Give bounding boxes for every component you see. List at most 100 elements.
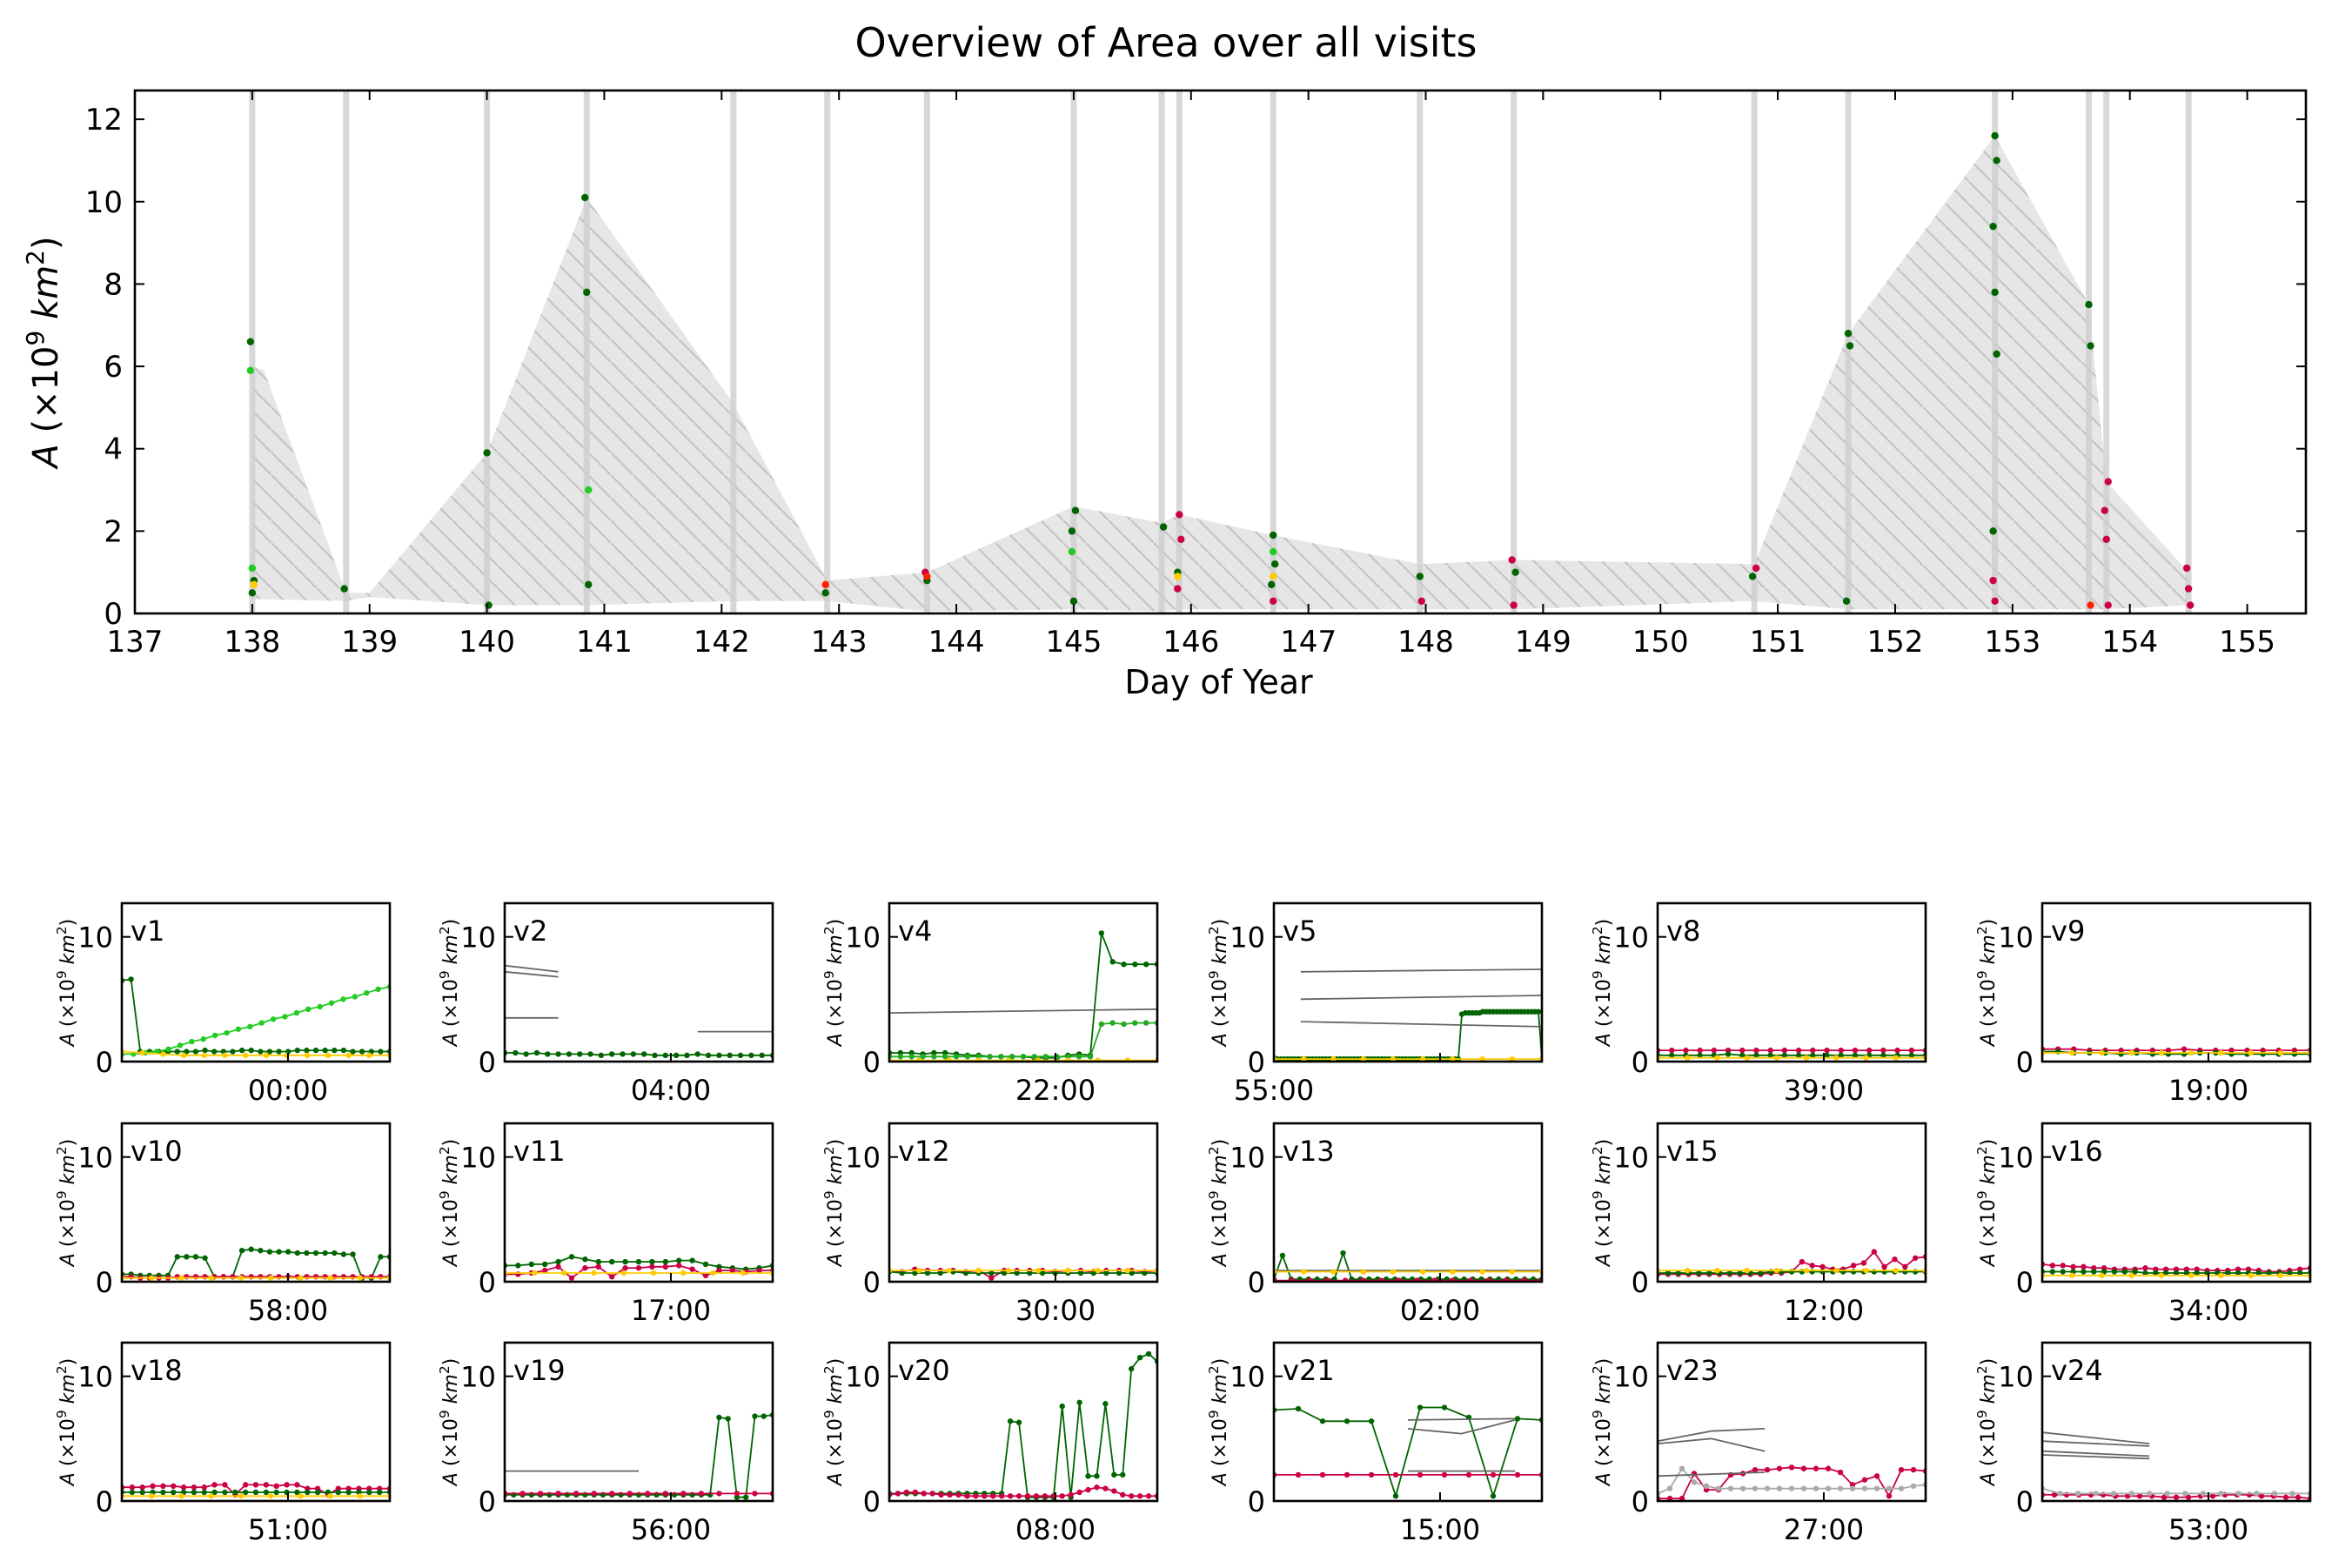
panel-v16-point-1-12 xyxy=(2162,1270,2169,1277)
panel-plot-v11 xyxy=(505,1254,773,1281)
panel-v19-point-1-1 xyxy=(519,1491,526,1497)
y-tick-label-12: 12 xyxy=(85,103,123,137)
panel-v2-point-0-9 xyxy=(598,1052,605,1059)
panel-v2-point-0-20 xyxy=(716,1052,722,1059)
panel-v8-point-1-6 xyxy=(1739,1052,1746,1059)
panel-v20-point-1-7 xyxy=(947,1491,953,1498)
panel-v20-x-tick-label: 08:00 xyxy=(1015,1513,1096,1546)
panel-v20-y-axis-label: A (×109 km2) xyxy=(821,1358,847,1487)
panel-v11-point-1-3 xyxy=(542,1267,548,1274)
panel-frame-v11 xyxy=(503,1122,774,1283)
panel-v23-point-1-17 xyxy=(1861,1485,1868,1491)
panel-plot-v1 xyxy=(122,976,390,1059)
panel-label-v21: v21 xyxy=(1283,1354,1335,1387)
panel-v4-point-1-20 xyxy=(1109,1020,1116,1026)
panel-v24-segment-2-3 xyxy=(2042,1454,2150,1460)
panel-v20-point-1-24 xyxy=(1094,1484,1100,1491)
panel-v4-y-tick-label-0: 0 xyxy=(863,1046,881,1079)
panel-v1-point-1-11 xyxy=(247,1023,253,1030)
panel-v16-point-1-9 xyxy=(2132,1269,2138,1275)
panel-v23-point-0-18 xyxy=(1873,1473,1880,1479)
panel-label-v12: v12 xyxy=(898,1135,950,1168)
panel-v12-y-tick-label-0: 0 xyxy=(863,1266,881,1299)
panel-v8-point-1-1 xyxy=(1669,1052,1675,1059)
panel-v10-y-tick-label-10: 10 xyxy=(77,1142,113,1175)
point-s2-5 xyxy=(1417,597,1425,606)
panel-v11-point-0-1 xyxy=(515,1263,521,1269)
panel-v23-point-1-5 xyxy=(1715,1485,1722,1491)
panel-v18-point-1-8 xyxy=(201,1489,207,1496)
panel-v9-point-2-1 xyxy=(2069,1049,2075,1056)
panel-v18-point-1-5 xyxy=(171,1489,177,1496)
panel-v19-y-tick-label-0: 0 xyxy=(479,1485,496,1518)
panel-v24-point-1-8 xyxy=(2182,1491,2188,1497)
panel-v12-point-1-16 xyxy=(1090,1270,1096,1277)
point-s0-1 xyxy=(248,589,257,597)
panel-label-v20: v20 xyxy=(898,1354,950,1387)
panel-v16-y-axis-label: A (×109 km2) xyxy=(1974,1139,2000,1268)
panel-v5-point-2-8 xyxy=(1509,1055,1515,1062)
panel-v20-point-0-22 xyxy=(1076,1399,1082,1405)
panel-v5-segment-1-0 xyxy=(1300,968,1542,973)
panel-plot-v15 xyxy=(1658,1249,1926,1277)
panel-v24-point-0-14 xyxy=(2209,1493,2216,1499)
panel-v21-point-1-1 xyxy=(1295,1471,1302,1478)
panel-v16-point-1-8 xyxy=(2121,1269,2128,1275)
panel-label-v10: v10 xyxy=(131,1135,183,1168)
panel-v11-point-0-7 xyxy=(595,1258,601,1265)
panel-v11-point-1-14 xyxy=(689,1266,695,1272)
panel-v2-point-0-6 xyxy=(566,1051,573,1057)
panel-v20-point-1-13 xyxy=(998,1493,1005,1499)
panel-v1-point-0-14 xyxy=(248,1047,254,1054)
panel-v9-point-2-3 xyxy=(2128,1049,2134,1056)
x-tick-label-140: 140 xyxy=(459,625,515,660)
panel-v16-point-2-7 xyxy=(2248,1272,2254,1279)
panel-v2-point-0-17 xyxy=(684,1052,690,1059)
panel-v10-point-0-8 xyxy=(192,1254,199,1260)
point-s0-19 xyxy=(1416,573,1424,580)
panel-v20-point-1-27 xyxy=(1120,1491,1126,1498)
panel-label-v2: v2 xyxy=(513,915,547,948)
panel-v15-point-0-19 xyxy=(1850,1263,1857,1269)
panel-v15-point-2-6 xyxy=(1833,1267,1839,1274)
panel-v8-point-0-17 xyxy=(1894,1047,1900,1054)
panel-plot-v19 xyxy=(505,1411,773,1500)
point-s0-32 xyxy=(2087,342,2094,350)
panel-v18-point-0-12 xyxy=(242,1482,249,1488)
panel-v11-point-2-3 xyxy=(591,1270,597,1277)
panel-v21-y-tick-label-0: 0 xyxy=(1248,1485,1265,1518)
panel-v21-y-tick-label-10: 10 xyxy=(1230,1361,1265,1394)
point-s0-9 xyxy=(821,589,829,597)
panel-v15-point-2-7 xyxy=(1863,1267,1869,1274)
panel-v12-point-1-2 xyxy=(912,1270,918,1277)
panel-v23-point-1-12 xyxy=(1800,1485,1807,1491)
panel-label-v11: v11 xyxy=(513,1135,566,1168)
panel-v2-point-0-18 xyxy=(694,1051,700,1057)
point-s2-17 xyxy=(2186,601,2195,609)
panel-v10-point-0-25 xyxy=(350,1251,356,1257)
x-tick-label-139: 139 xyxy=(341,625,398,660)
panel-v20-point-1-12 xyxy=(990,1493,996,1499)
panel-v10-point-2-8 xyxy=(357,1275,363,1281)
panel-v15-point-0-25 xyxy=(1912,1255,1919,1261)
panel-v2-point-0-14 xyxy=(652,1052,658,1059)
panel-v21-point-0-2 xyxy=(1319,1418,1326,1424)
panel-v16-point-1-22 xyxy=(2266,1270,2272,1277)
panel-v5-point-2-1 xyxy=(1301,1055,1307,1062)
panel-v1-point-0-17 xyxy=(276,1049,282,1055)
panel-v21-point-1-7 xyxy=(1441,1471,1448,1478)
panel-v23-point-1-7 xyxy=(1739,1485,1746,1491)
panel-v11-y-tick-label-0: 0 xyxy=(479,1266,496,1299)
panel-v1-line-2 xyxy=(122,1050,390,1056)
panel-label-v4: v4 xyxy=(898,915,932,948)
panel-v10-point-0-20 xyxy=(304,1250,310,1256)
panel-v18-point-0-10 xyxy=(222,1482,228,1488)
panel-v18-x-tick-label: 51:00 xyxy=(248,1513,328,1546)
panel-v10-point-0-18 xyxy=(285,1249,292,1255)
panel-v18-point-0-14 xyxy=(263,1482,270,1488)
panel-v18-point-2-6 xyxy=(298,1493,304,1499)
panel-v23-y-tick-label-0: 0 xyxy=(1632,1485,1649,1518)
panel-v1-y-tick-label-0: 0 xyxy=(96,1046,113,1079)
panel-v4-point-1-12 xyxy=(1020,1054,1027,1060)
panel-v13-y-tick-label-10: 10 xyxy=(1230,1142,1265,1175)
